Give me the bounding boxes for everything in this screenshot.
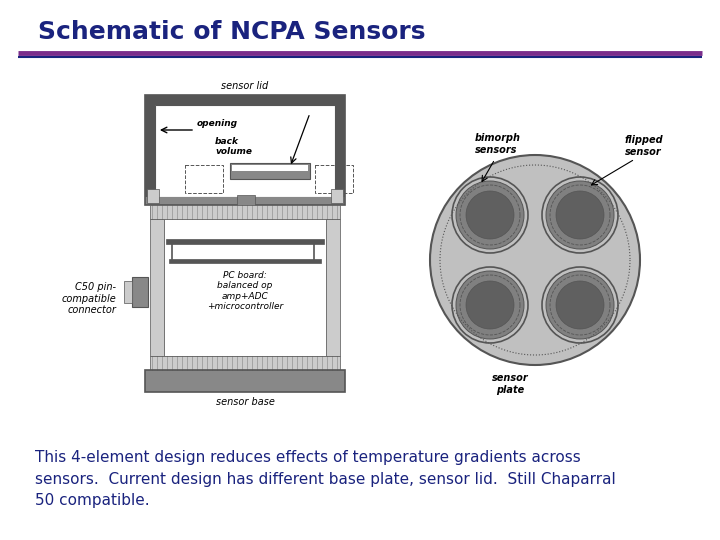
Text: sensor
plate: sensor plate — [492, 373, 528, 395]
Bar — [315, 165, 353, 193]
Bar — [150, 219, 164, 356]
Bar — [124, 281, 132, 303]
Bar — [150, 356, 340, 370]
Text: bimorph
sensors: bimorph sensors — [475, 133, 521, 154]
Bar — [166, 239, 324, 244]
Text: This 4-element design reduces effects of temperature gradients across
sensors.  : This 4-element design reduces effects of… — [35, 450, 616, 508]
Text: PC board:
balanced op
amp+ADC
+microcontroller: PC board: balanced op amp+ADC +microcont… — [207, 271, 283, 311]
Circle shape — [452, 267, 528, 343]
Bar — [155, 105, 335, 197]
Circle shape — [556, 191, 604, 239]
Text: C50 pin-
compatible
connector: C50 pin- compatible connector — [61, 282, 116, 315]
Bar — [331, 189, 343, 203]
Bar — [145, 95, 345, 205]
Text: sensor base: sensor base — [215, 397, 274, 407]
Circle shape — [542, 267, 618, 343]
Circle shape — [466, 191, 514, 239]
Circle shape — [466, 281, 514, 329]
Text: Schematic of NCPA Sensors: Schematic of NCPA Sensors — [38, 20, 426, 44]
Bar — [185, 165, 223, 193]
Circle shape — [456, 271, 524, 339]
Bar — [335, 95, 345, 205]
Text: sensor lid: sensor lid — [221, 81, 269, 91]
Circle shape — [430, 155, 640, 365]
Circle shape — [546, 181, 614, 249]
Bar — [145, 95, 345, 205]
Bar — [145, 95, 155, 205]
Bar — [169, 259, 321, 263]
Bar — [145, 95, 345, 105]
Circle shape — [546, 271, 614, 339]
Circle shape — [452, 177, 528, 253]
Bar — [237, 195, 255, 215]
Text: back
volume: back volume — [215, 137, 252, 157]
Bar — [147, 189, 159, 203]
Bar — [150, 205, 340, 219]
Circle shape — [556, 281, 604, 329]
Bar — [326, 219, 340, 356]
Bar — [230, 163, 310, 179]
Text: flipped
sensor: flipped sensor — [625, 135, 664, 157]
Bar — [132, 277, 148, 307]
Bar — [164, 219, 326, 356]
Circle shape — [542, 177, 618, 253]
Bar — [145, 197, 345, 205]
Text: opening: opening — [197, 119, 238, 128]
Circle shape — [456, 181, 524, 249]
Bar — [232, 165, 308, 171]
Bar — [145, 370, 345, 392]
